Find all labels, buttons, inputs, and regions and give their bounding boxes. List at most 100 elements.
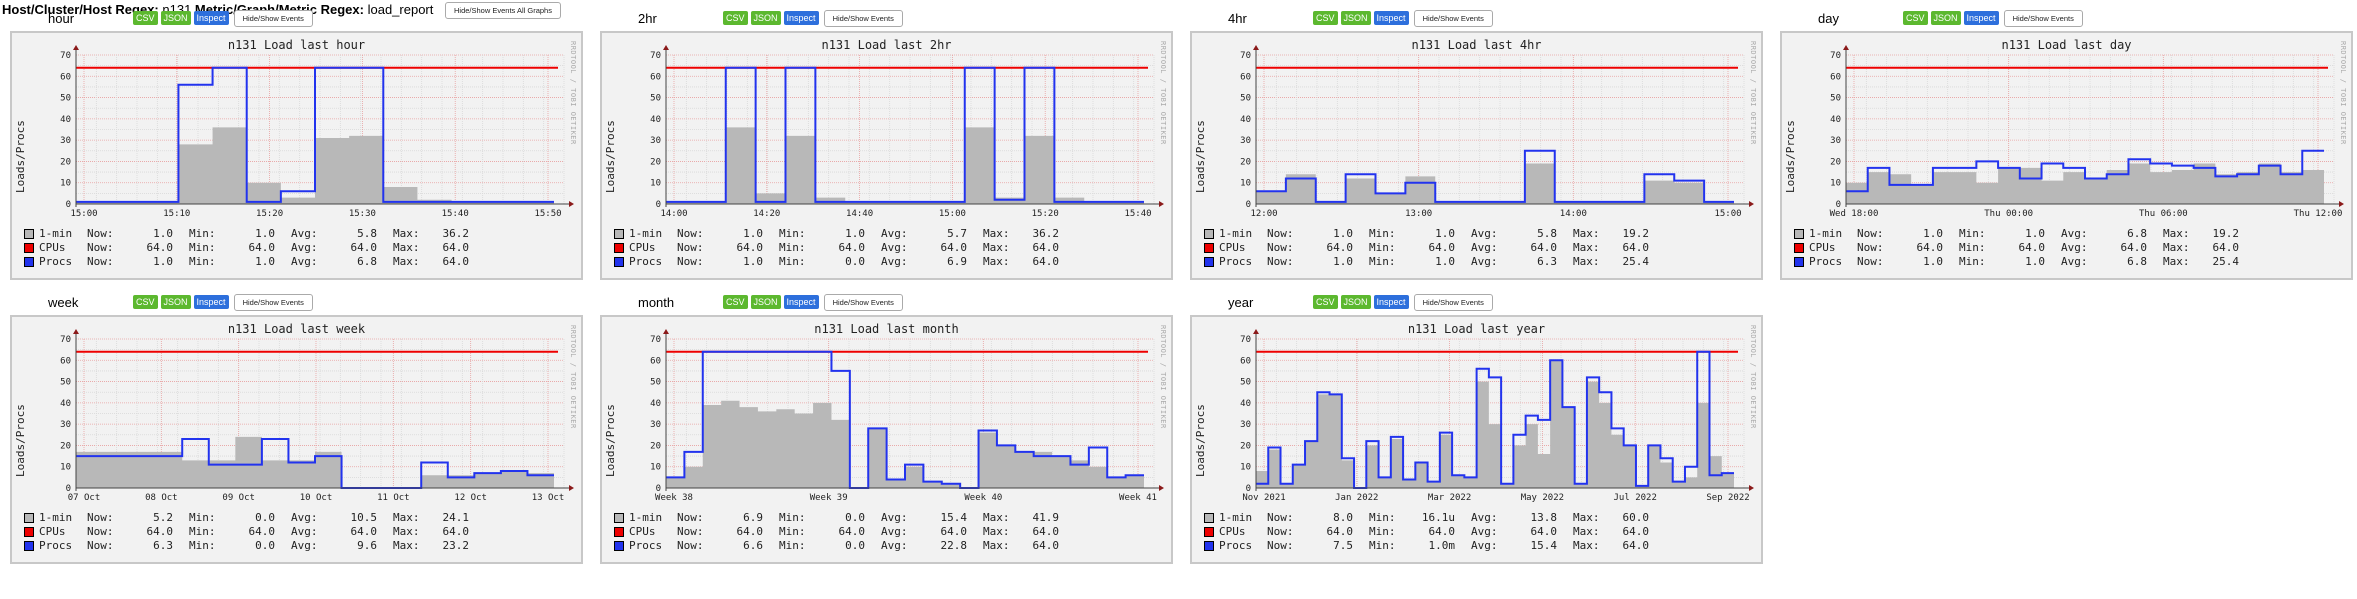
legend-avg: 22.8	[940, 539, 968, 552]
svg-text:15:30: 15:30	[349, 209, 376, 219]
legend-max: 64.0	[442, 241, 470, 254]
svg-text:50: 50	[60, 94, 71, 104]
csv-button[interactable]: CSV	[1313, 11, 1338, 25]
legend-avg: 64.0	[940, 241, 968, 254]
hide-show-events-button[interactable]: Hide/Show Events	[1413, 293, 1493, 311]
legend-avg: 64.0	[350, 241, 378, 254]
legend-now: 64.0	[736, 525, 764, 538]
y-axis-label: Loads/Procs	[1194, 120, 1207, 193]
legend-max: 64.0	[442, 255, 470, 268]
legend-row: Procs Now: 1.0 Min: 1.0 Avg: 6.3 Max: 25.4	[1204, 255, 1649, 269]
legend-max: 64.0	[442, 525, 470, 538]
hide-show-events-button[interactable]: Hide/Show Events	[233, 9, 313, 27]
legend-max: 64.0	[1032, 255, 1060, 268]
svg-text:13 Oct: 13 Oct	[532, 493, 565, 503]
legend-swatch-icon	[614, 527, 624, 537]
svg-text:Wed 18:00: Wed 18:00	[1830, 209, 1879, 219]
json-button[interactable]: JSON	[160, 295, 191, 309]
svg-text:40: 40	[1830, 115, 1841, 125]
legend-min: 0.0	[255, 511, 275, 524]
inspect-button[interactable]: Inspect	[193, 11, 229, 25]
y-axis-label: Loads/Procs	[604, 120, 617, 193]
csv-button[interactable]: CSV	[133, 11, 158, 25]
svg-text:May 2022: May 2022	[1521, 493, 1564, 503]
legend-now: 1.0	[153, 227, 173, 240]
legend-row: CPUs Now: 64.0 Min: 64.0 Avg: 64.0 Max: 64.0	[614, 525, 1059, 539]
graph-legend: 1-min Now: 1.0 Min: 1.0 Avg: 5.7 Max: 36.2 C…	[614, 227, 1059, 269]
legend-now: 64.0	[146, 241, 174, 254]
graph-title: n131 Load last month	[814, 322, 959, 336]
hide-show-events-button[interactable]: Hide/Show Events	[2003, 9, 2083, 27]
svg-text:14:00: 14:00	[1560, 209, 1587, 219]
legend-min: 16.1u	[1421, 511, 1455, 524]
range-label: week	[48, 294, 79, 310]
legend-min: 64.0	[838, 241, 866, 254]
legend-row: Procs Now: 1.0 Min: 1.0 Avg: 6.8 Max: 25.4	[1794, 255, 2239, 269]
legend-row: 1-min Now: 1.0 Min: 1.0 Avg: 5.7 Max: 36.2	[614, 227, 1059, 241]
csv-button[interactable]: CSV	[723, 11, 748, 25]
graph-image[interactable]: 0 10 20 30 40 50 60 70 15:00 15:10 15:20 15:30 15:40…	[10, 31, 583, 280]
legend-swatch-icon	[1794, 229, 1804, 239]
svg-text:50: 50	[1240, 94, 1251, 104]
legend-row: 1-min Now: 5.2 Min: 0.0 Avg: 10.5 Max: 24.1	[24, 511, 469, 525]
hide-show-events-button[interactable]: Hide/Show Events	[823, 9, 903, 27]
rrdtool-watermark: RRDTOOL / TOBI OETIKER	[1159, 41, 1167, 145]
host-label: Host/Cluster/Host Regex:	[2, 2, 159, 17]
svg-text:20: 20	[1240, 441, 1251, 451]
json-button[interactable]: JSON	[750, 11, 781, 25]
legend-swatch-icon	[24, 527, 34, 537]
csv-button[interactable]: CSV	[1903, 11, 1928, 25]
legend-series-name: Procs	[629, 255, 663, 268]
legend-now: 64.0	[1916, 241, 1944, 254]
svg-text:Thu 00:00: Thu 00:00	[1984, 209, 2033, 219]
inspect-button[interactable]: Inspect	[783, 295, 819, 309]
graph-image[interactable]: 0 10 20 30 40 50 60 70 12:00 13:00 14:00 15:00 n131…	[1190, 31, 1763, 280]
legend-max: 25.4	[1622, 255, 1650, 268]
graph-image[interactable]: 0 10 20 30 40 50 60 70 07 Oct 08 Oct 09 Oct 10 Oct 1…	[10, 315, 583, 564]
legend-min: 1.0	[1435, 227, 1455, 240]
legend-min: 1.0	[255, 227, 275, 240]
json-button[interactable]: JSON	[1340, 295, 1371, 309]
legend-max: 19.2	[2212, 227, 2240, 240]
svg-text:13:00: 13:00	[1405, 209, 1432, 219]
svg-text:60: 60	[1240, 356, 1251, 366]
svg-text:0: 0	[66, 200, 71, 210]
legend-swatch-icon	[1794, 243, 1804, 253]
graph-image[interactable]: 0 10 20 30 40 50 60 70 Wed 18:00 Thu 00:00 Thu 06:…	[1780, 31, 2353, 280]
graph-image[interactable]: 0 10 20 30 40 50 60 70 Nov 2021 Jan 2022 Mar 2022 M…	[1190, 315, 1763, 564]
json-button[interactable]: JSON	[1340, 11, 1371, 25]
graph-toolbar: day CSV JSON Inspect Hide/Show Events	[1818, 8, 2083, 28]
csv-button[interactable]: CSV	[133, 295, 158, 309]
graph-image[interactable]: 0 10 20 30 40 50 60 70 14:00 14:20 14:40 15:00 15:20…	[600, 31, 1173, 280]
legend-series-name: Procs	[1809, 255, 1843, 268]
inspect-button[interactable]: Inspect	[783, 11, 819, 25]
inspect-button[interactable]: Inspect	[1963, 11, 1999, 25]
legend-avg: 6.9	[947, 255, 967, 268]
svg-text:Jul 2022: Jul 2022	[1614, 493, 1657, 503]
json-button[interactable]: JSON	[160, 11, 191, 25]
rrdtool-watermark: RRDTOOL / TOBI OETIKER	[1159, 325, 1167, 429]
graph-cell-day: day CSV JSON Inspect Hide/Show Events 0 1…	[1770, 8, 2353, 290]
inspect-button[interactable]: Inspect	[193, 295, 229, 309]
hide-show-events-button[interactable]: Hide/Show Events	[233, 293, 313, 311]
json-button[interactable]: JSON	[1930, 11, 1961, 25]
svg-text:14:00: 14:00	[660, 209, 687, 219]
graph-image[interactable]: 0 10 20 30 40 50 60 70 Week 38 Week 39 Week 40 Week…	[600, 315, 1173, 564]
svg-text:0: 0	[656, 484, 661, 494]
hide-show-events-button[interactable]: Hide/Show Events	[823, 293, 903, 311]
hide-show-events-all-button[interactable]: Hide/Show Events All Graphs	[445, 2, 561, 20]
legend-series-name: 1-min	[629, 511, 663, 524]
json-button[interactable]: JSON	[750, 295, 781, 309]
svg-text:10: 10	[650, 179, 661, 189]
legend-max: 64.0	[2212, 241, 2240, 254]
inspect-button[interactable]: Inspect	[1373, 295, 1409, 309]
hide-show-events-button[interactable]: Hide/Show Events	[1413, 9, 1493, 27]
inspect-button[interactable]: Inspect	[1373, 11, 1409, 25]
svg-text:15:10: 15:10	[163, 209, 190, 219]
legend-now: 1.0	[1333, 227, 1353, 240]
csv-button[interactable]: CSV	[1313, 295, 1338, 309]
legend-series-name: CPUs	[39, 525, 66, 538]
svg-text:60: 60	[650, 72, 661, 82]
csv-button[interactable]: CSV	[723, 295, 748, 309]
